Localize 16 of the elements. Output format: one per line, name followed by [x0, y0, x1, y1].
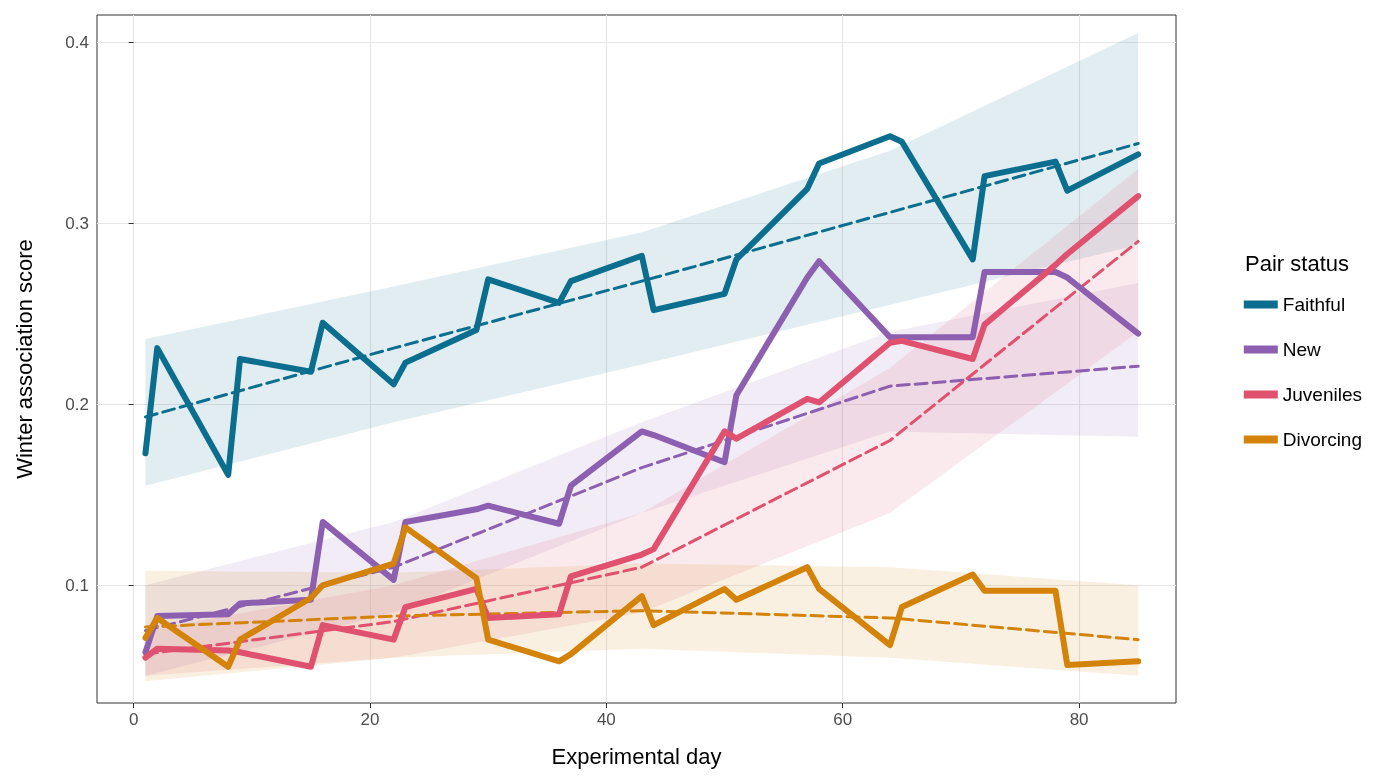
legend-label: Faithful — [1282, 294, 1346, 315]
y-axis-title: Winter association score — [11, 239, 37, 479]
legend-title: Pair status — [1245, 250, 1350, 276]
legend-label: Divorcing — [1282, 429, 1362, 450]
y-tick-label: 0.3 — [65, 213, 89, 233]
y-tick-label: 0.4 — [65, 32, 89, 52]
legend-label: Juveniles — [1282, 384, 1363, 405]
x-tick-label: 40 — [596, 710, 616, 729]
legend-label: New — [1282, 339, 1322, 360]
x-tick-label: 60 — [833, 710, 853, 729]
y-tick-label: 0.1 — [65, 575, 89, 595]
x-axis-title: Experimental day — [551, 743, 722, 769]
x-tick-label: 20 — [360, 710, 380, 729]
x-tick-label: 80 — [1069, 710, 1089, 729]
y-tick-label: 0.2 — [65, 394, 89, 414]
x-tick-label: 0 — [128, 710, 139, 729]
